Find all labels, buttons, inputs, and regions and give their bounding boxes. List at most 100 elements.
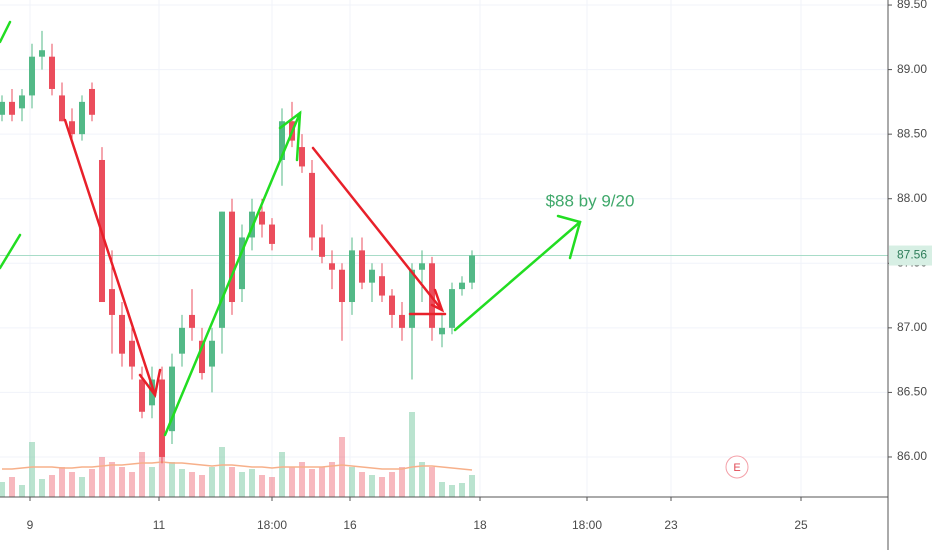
x-tick-label: 18 [473, 518, 487, 532]
candle-body [359, 250, 365, 283]
candle-body [259, 211, 265, 225]
candle-body [49, 56, 55, 89]
volume-bar [99, 457, 105, 497]
arrow-head [138, 368, 162, 398]
candle-body [269, 224, 275, 244]
candle-body [329, 263, 335, 270]
candle-body [469, 255, 475, 283]
candle-body [389, 295, 395, 315]
volume-bar [469, 475, 475, 497]
trend-arrow [311, 146, 444, 312]
x-tick-label: 25 [794, 518, 808, 532]
candle-body [439, 327, 445, 335]
volume-bar [349, 467, 355, 497]
candle-body [309, 172, 315, 238]
volume-bar [379, 477, 385, 497]
x-tick-label: 9 [27, 518, 34, 532]
y-tick-label: 88.50 [897, 126, 927, 140]
candle-body [339, 269, 345, 303]
x-tick-label: 16 [343, 518, 357, 532]
volume-bar [179, 469, 185, 497]
candle-body [379, 276, 385, 296]
candle-body [179, 327, 185, 354]
volume-bar [89, 469, 95, 497]
volume-bar [399, 467, 405, 497]
volume-bar [419, 462, 425, 497]
volume-bar [69, 472, 75, 497]
candle-body [89, 88, 95, 115]
trend-arrow [453, 220, 582, 332]
candle-body [129, 340, 135, 367]
volume-bar [329, 462, 335, 497]
candle-body [229, 211, 235, 303]
volume-bar [189, 472, 195, 497]
last-price-label: 87.56 [897, 248, 927, 262]
volume-bar [249, 469, 255, 497]
last-price-box [889, 245, 932, 266]
volume-bar [129, 472, 135, 497]
volume-bar [359, 472, 365, 497]
volume-bar [119, 467, 125, 497]
trend-arrow [163, 111, 302, 437]
trend-arrow [63, 118, 157, 397]
candle-body [419, 263, 425, 270]
x-tick-label: 18:00 [257, 518, 287, 532]
volume-bar [289, 467, 295, 497]
candle-body [0, 101, 5, 115]
volume-bar [199, 475, 205, 497]
volume-bar [109, 462, 115, 497]
volume-bar [259, 475, 265, 497]
y-tick-label: 89.00 [897, 62, 927, 76]
volume-bar [409, 412, 415, 497]
volume-bar [79, 477, 85, 497]
volume-bar [429, 467, 435, 497]
volume-bar [209, 467, 215, 497]
candle-body [189, 314, 195, 328]
event-marker-label: E [733, 462, 740, 474]
candle-body [279, 121, 285, 160]
candle-body [199, 340, 205, 374]
candle-body [349, 250, 355, 303]
volume-bar [29, 442, 35, 497]
volume-bar [299, 462, 305, 497]
candle-body [399, 314, 405, 328]
candle-body [319, 237, 325, 257]
volume-bar [49, 475, 55, 497]
volume-bar [239, 472, 245, 497]
x-tick-label: 18:00 [572, 518, 602, 532]
y-tick-label: 87.00 [897, 320, 927, 334]
candle-body [119, 314, 125, 354]
candle-body [79, 101, 85, 135]
volume-bar [149, 467, 155, 497]
event-marker [725, 455, 749, 479]
candle-body [409, 269, 415, 328]
candle-body [109, 289, 115, 315]
x-tick-label: 23 [664, 518, 678, 532]
candle-body [449, 289, 455, 328]
candle-body [139, 379, 145, 412]
volume-bar [0, 482, 5, 497]
volume-bar [269, 477, 275, 497]
volume-bar [139, 452, 145, 497]
y-tick-label: 86.50 [897, 385, 927, 399]
volume-bar [9, 477, 15, 497]
volume-pane [0, 412, 475, 497]
arrow-head [278, 110, 302, 162]
drawings [0, 20, 582, 437]
candle-body [59, 95, 65, 122]
grid [0, 0, 888, 497]
volume-bar [19, 485, 25, 497]
y-tick-label: 86.00 [897, 449, 927, 463]
arrow-head [556, 214, 582, 260]
arrow-head [430, 288, 445, 313]
y-tick-label: 88.00 [897, 191, 927, 205]
candle-body [159, 379, 165, 457]
candle-body [69, 121, 75, 135]
x-tick-label: 11 [153, 518, 166, 532]
candle-body [219, 211, 225, 328]
annotation: $88 by 9/20 [546, 191, 635, 210]
volume-bar [459, 483, 465, 497]
volume-bar [449, 485, 455, 497]
candles [0, 30, 475, 464]
candle-body [369, 269, 375, 283]
